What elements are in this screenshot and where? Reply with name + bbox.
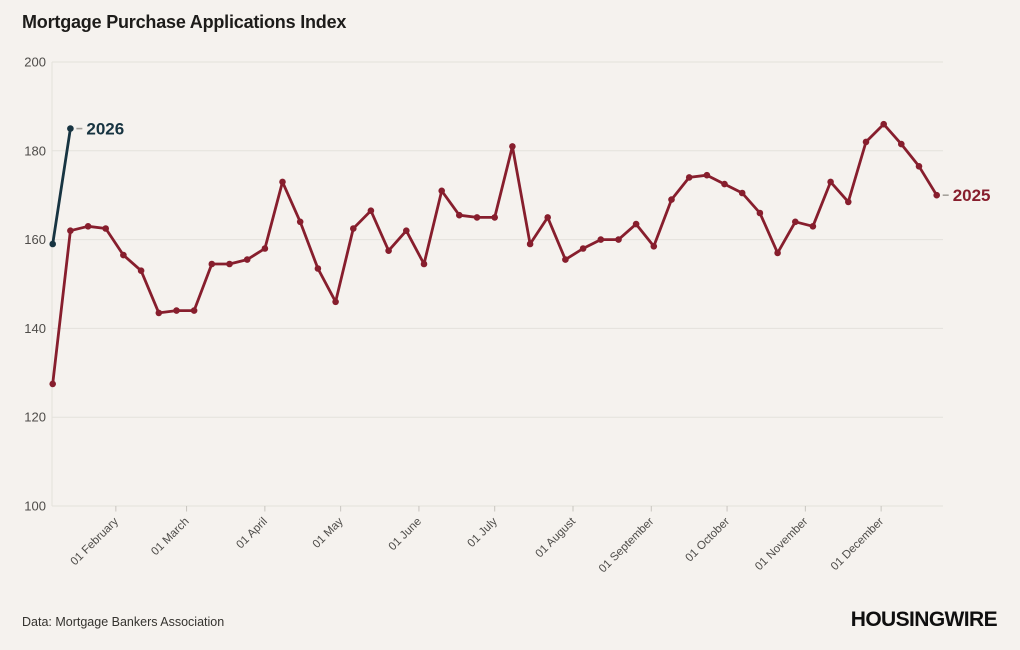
- y-axis-label: 100: [24, 499, 46, 514]
- data-point-2025: [544, 214, 551, 221]
- data-point-2025: [49, 380, 56, 388]
- data-point-2025: [774, 249, 781, 257]
- data-point-2025: [650, 243, 658, 250]
- series-line-2025: [51, 122, 939, 386]
- data-point-2025: [526, 240, 534, 248]
- x-axis-label: 01 February: [69, 515, 122, 568]
- data-point-2025: [756, 209, 764, 217]
- data-point-2025: [314, 265, 322, 272]
- y-axis-label: 200: [24, 55, 46, 70]
- x-axis-label: 01 September: [597, 516, 657, 576]
- data-point-2025: [809, 223, 817, 230]
- x-axis-label: 01 March: [149, 516, 191, 558]
- series-line-2026: [51, 127, 72, 246]
- data-point-2025: [420, 260, 428, 268]
- data-point-2025: [792, 218, 799, 226]
- data-point-2025: [880, 120, 887, 128]
- data-point-2025: [615, 236, 622, 243]
- y-axis-label: 140: [24, 321, 46, 336]
- data-point-2025: [703, 171, 711, 179]
- data-point-2025: [367, 207, 375, 214]
- data-point-2025: [403, 227, 410, 234]
- data-point-2025: [456, 211, 463, 219]
- data-point-2025: [915, 163, 923, 170]
- data-point-2025: [385, 247, 392, 254]
- x-axis-label: 01 May: [311, 515, 346, 550]
- x-axis-label: 01 August: [533, 515, 578, 560]
- y-axis-label: 180: [24, 143, 46, 158]
- data-point-2025: [491, 214, 499, 221]
- data-point-2025: [173, 307, 180, 314]
- data-point-2025: [226, 260, 233, 268]
- y-axis-label: 160: [24, 232, 46, 247]
- data-point-2025: [243, 256, 251, 263]
- data-point-2025: [279, 178, 286, 186]
- data-point-2025: [738, 189, 746, 197]
- data-point-2025: [862, 138, 870, 146]
- data-point-2025: [597, 236, 605, 243]
- data-point-2025: [685, 174, 693, 181]
- data-point-2025: [190, 307, 198, 314]
- data-point-2025: [350, 225, 357, 232]
- x-axis-label: 01 July: [466, 515, 500, 549]
- data-point-2025: [208, 260, 216, 268]
- data-point-2025: [438, 187, 446, 195]
- data-point-2025: [562, 256, 569, 263]
- x-axis-label: 01 April: [234, 516, 270, 552]
- data-point-2025: [579, 245, 587, 252]
- data-point-2026: [49, 240, 56, 248]
- x-axis-label: 01 December: [829, 516, 886, 573]
- data-point-2025: [137, 267, 145, 275]
- data-point-2025: [933, 191, 940, 199]
- source-note: Data: Mortgage Bankers Association: [22, 615, 225, 629]
- data-point-2025: [296, 218, 304, 226]
- data-point-2026: [67, 125, 74, 132]
- data-point-2025: [845, 198, 852, 206]
- x-axis-label: 01 October: [683, 516, 732, 565]
- data-point-2025: [261, 245, 269, 252]
- data-point-2025: [120, 251, 127, 259]
- x-axis-label: 01 June: [387, 516, 424, 553]
- series-label-2025: 2025: [953, 186, 991, 205]
- y-axis-label: 120: [24, 410, 46, 425]
- housingwire-logo: HOUSINGWIRE: [850, 608, 998, 631]
- data-point-2025: [155, 309, 163, 317]
- chart-title: Mortgage Purchase Applications Index: [22, 12, 347, 32]
- series-label-2026: 2026: [86, 120, 124, 139]
- data-point-2025: [67, 227, 74, 234]
- data-point-2025: [898, 140, 905, 148]
- data-point-2025: [332, 298, 339, 306]
- x-axis-label: 01 November: [753, 516, 810, 573]
- data-point-2025: [827, 178, 834, 186]
- data-point-2025: [84, 223, 92, 230]
- data-point-2025: [509, 143, 516, 150]
- data-point-2025: [668, 196, 675, 203]
- data-point-2025: [632, 220, 640, 228]
- data-point-2025: [721, 180, 728, 188]
- data-point-2025: [102, 225, 109, 232]
- data-point-2025: [473, 214, 481, 221]
